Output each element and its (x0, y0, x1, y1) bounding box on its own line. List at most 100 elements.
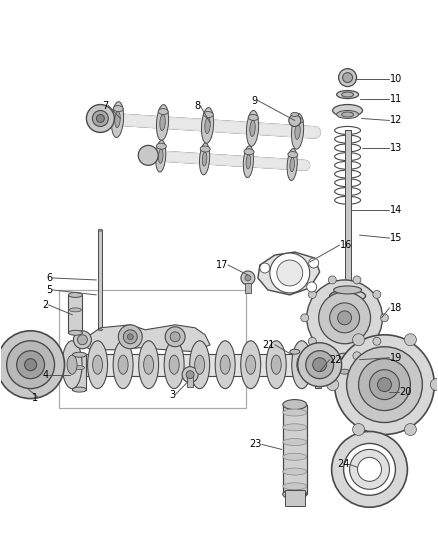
Text: 19: 19 (389, 353, 402, 363)
Ellipse shape (250, 120, 255, 136)
Ellipse shape (291, 114, 304, 149)
Ellipse shape (246, 355, 256, 374)
Ellipse shape (169, 355, 179, 374)
Text: 5: 5 (46, 285, 53, 295)
Circle shape (17, 351, 45, 378)
Ellipse shape (288, 151, 298, 158)
Ellipse shape (313, 365, 323, 370)
Ellipse shape (291, 112, 299, 117)
Polygon shape (258, 252, 320, 295)
Circle shape (74, 331, 92, 349)
Ellipse shape (336, 353, 353, 362)
Ellipse shape (203, 111, 213, 117)
Ellipse shape (283, 439, 307, 446)
Circle shape (260, 263, 270, 273)
Circle shape (306, 351, 334, 378)
Ellipse shape (283, 453, 307, 461)
Circle shape (245, 275, 251, 281)
Ellipse shape (74, 366, 85, 370)
Circle shape (307, 282, 317, 292)
Ellipse shape (337, 91, 359, 99)
Ellipse shape (283, 468, 307, 475)
Ellipse shape (292, 341, 312, 389)
Circle shape (127, 334, 133, 340)
Bar (339, 358, 350, 372)
Text: 17: 17 (215, 260, 228, 270)
Circle shape (346, 347, 422, 423)
Ellipse shape (115, 111, 120, 127)
Ellipse shape (295, 123, 300, 139)
Circle shape (373, 337, 381, 345)
Text: 2: 2 (42, 300, 49, 310)
Circle shape (96, 115, 104, 123)
Text: 16: 16 (339, 240, 352, 250)
Ellipse shape (335, 196, 360, 204)
Ellipse shape (290, 349, 300, 354)
Ellipse shape (72, 387, 86, 392)
Ellipse shape (271, 355, 281, 374)
Circle shape (353, 424, 364, 435)
Circle shape (7, 341, 54, 389)
Ellipse shape (111, 102, 124, 138)
Ellipse shape (68, 330, 82, 335)
Text: 9: 9 (252, 95, 258, 106)
Circle shape (313, 358, 327, 372)
Polygon shape (75, 325, 210, 352)
Ellipse shape (144, 355, 154, 374)
Ellipse shape (283, 483, 307, 490)
Ellipse shape (342, 112, 353, 117)
Ellipse shape (330, 290, 366, 302)
Circle shape (335, 335, 434, 434)
Ellipse shape (67, 355, 77, 374)
Circle shape (308, 337, 316, 345)
Ellipse shape (164, 341, 184, 389)
Ellipse shape (334, 286, 361, 294)
Text: 7: 7 (102, 101, 108, 110)
Ellipse shape (68, 293, 82, 297)
Ellipse shape (335, 152, 360, 160)
Bar (59, 290, 246, 408)
Circle shape (270, 253, 310, 293)
Ellipse shape (339, 369, 350, 374)
Circle shape (138, 146, 158, 165)
Ellipse shape (283, 424, 307, 431)
Ellipse shape (42, 355, 52, 374)
Circle shape (339, 69, 357, 86)
Text: 1: 1 (32, 393, 39, 402)
Bar (68, 295, 82, 333)
Text: 15: 15 (389, 233, 402, 243)
Ellipse shape (118, 355, 128, 374)
Circle shape (404, 424, 417, 435)
Circle shape (309, 258, 319, 268)
Ellipse shape (342, 92, 353, 97)
Circle shape (165, 327, 185, 347)
Ellipse shape (247, 110, 258, 146)
Text: 24: 24 (337, 459, 350, 470)
Ellipse shape (156, 143, 166, 149)
Circle shape (327, 378, 339, 391)
Circle shape (338, 311, 352, 325)
Text: 3: 3 (169, 390, 175, 400)
Bar (283, 405, 307, 494)
Ellipse shape (205, 117, 210, 133)
Text: 11: 11 (389, 93, 402, 103)
Ellipse shape (215, 341, 235, 389)
Circle shape (301, 314, 309, 322)
Circle shape (353, 276, 361, 284)
Circle shape (328, 352, 336, 360)
Ellipse shape (160, 115, 165, 131)
Circle shape (370, 370, 399, 400)
Circle shape (289, 115, 301, 126)
Ellipse shape (113, 341, 133, 389)
Circle shape (357, 457, 381, 481)
Ellipse shape (248, 115, 258, 120)
Circle shape (378, 378, 392, 392)
Ellipse shape (70, 308, 81, 312)
Circle shape (170, 332, 180, 342)
Ellipse shape (62, 341, 82, 389)
Ellipse shape (159, 149, 163, 163)
Ellipse shape (287, 149, 297, 181)
Text: 22: 22 (330, 354, 342, 365)
Circle shape (373, 290, 381, 298)
Ellipse shape (199, 143, 210, 175)
